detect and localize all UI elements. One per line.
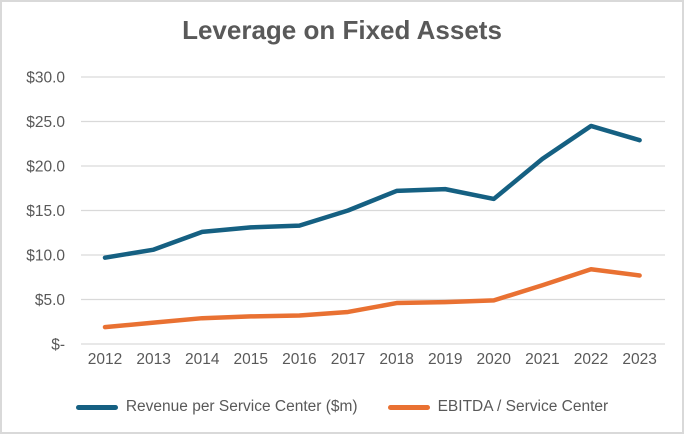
y-axis-tick-label: $- [51, 337, 65, 354]
legend-label-ebitda: EBITDA / Service Center [437, 398, 609, 415]
legend-line-swatch-ebitda-icon [387, 404, 430, 410]
chart-title: Leverage on Fixed Assets [182, 15, 502, 45]
y-axis-tick-label: $10.0 [26, 248, 65, 265]
x-axis-tick-label: 2023 [622, 351, 656, 368]
y-axis-tick-label: $5.0 [35, 292, 66, 309]
y-axis-tick-label: $25.0 [26, 114, 65, 131]
legend-item-ebitda: EBITDA / Service Center [387, 398, 609, 416]
legend-line-swatch-revenue-icon [75, 404, 118, 410]
x-axis-tick-label: 2020 [477, 351, 512, 368]
x-axis-tick-label: 2022 [574, 351, 608, 368]
x-axis-tick-label: 2021 [525, 351, 559, 368]
series-line-revenue [102, 123, 642, 260]
series-line-ebitda [102, 266, 642, 330]
x-axis-tick-label: 2012 [88, 351, 122, 368]
legend: Revenue per Service Center ($m) EBITDA /… [2, 398, 682, 416]
x-axis-tick-label: 2017 [331, 351, 365, 368]
x-axis-tick-label: 2015 [234, 351, 268, 368]
y-axis-tick-label: $30.0 [26, 70, 65, 87]
legend-label-revenue: Revenue per Service Center ($m) [125, 398, 358, 415]
y-axis-tick-label: $20.0 [26, 159, 65, 176]
legend-item-revenue: Revenue per Service Center ($m) [75, 398, 358, 416]
x-axis-tick-label: 2016 [282, 351, 316, 368]
x-axis-tick-label: 2013 [136, 351, 170, 368]
x-axis-tick-label: 2019 [428, 351, 462, 368]
x-axis-tick-label: 2014 [185, 351, 220, 368]
y-axis-tick-label: $15.0 [26, 203, 65, 220]
x-axis-tick-label: 2018 [379, 351, 413, 368]
